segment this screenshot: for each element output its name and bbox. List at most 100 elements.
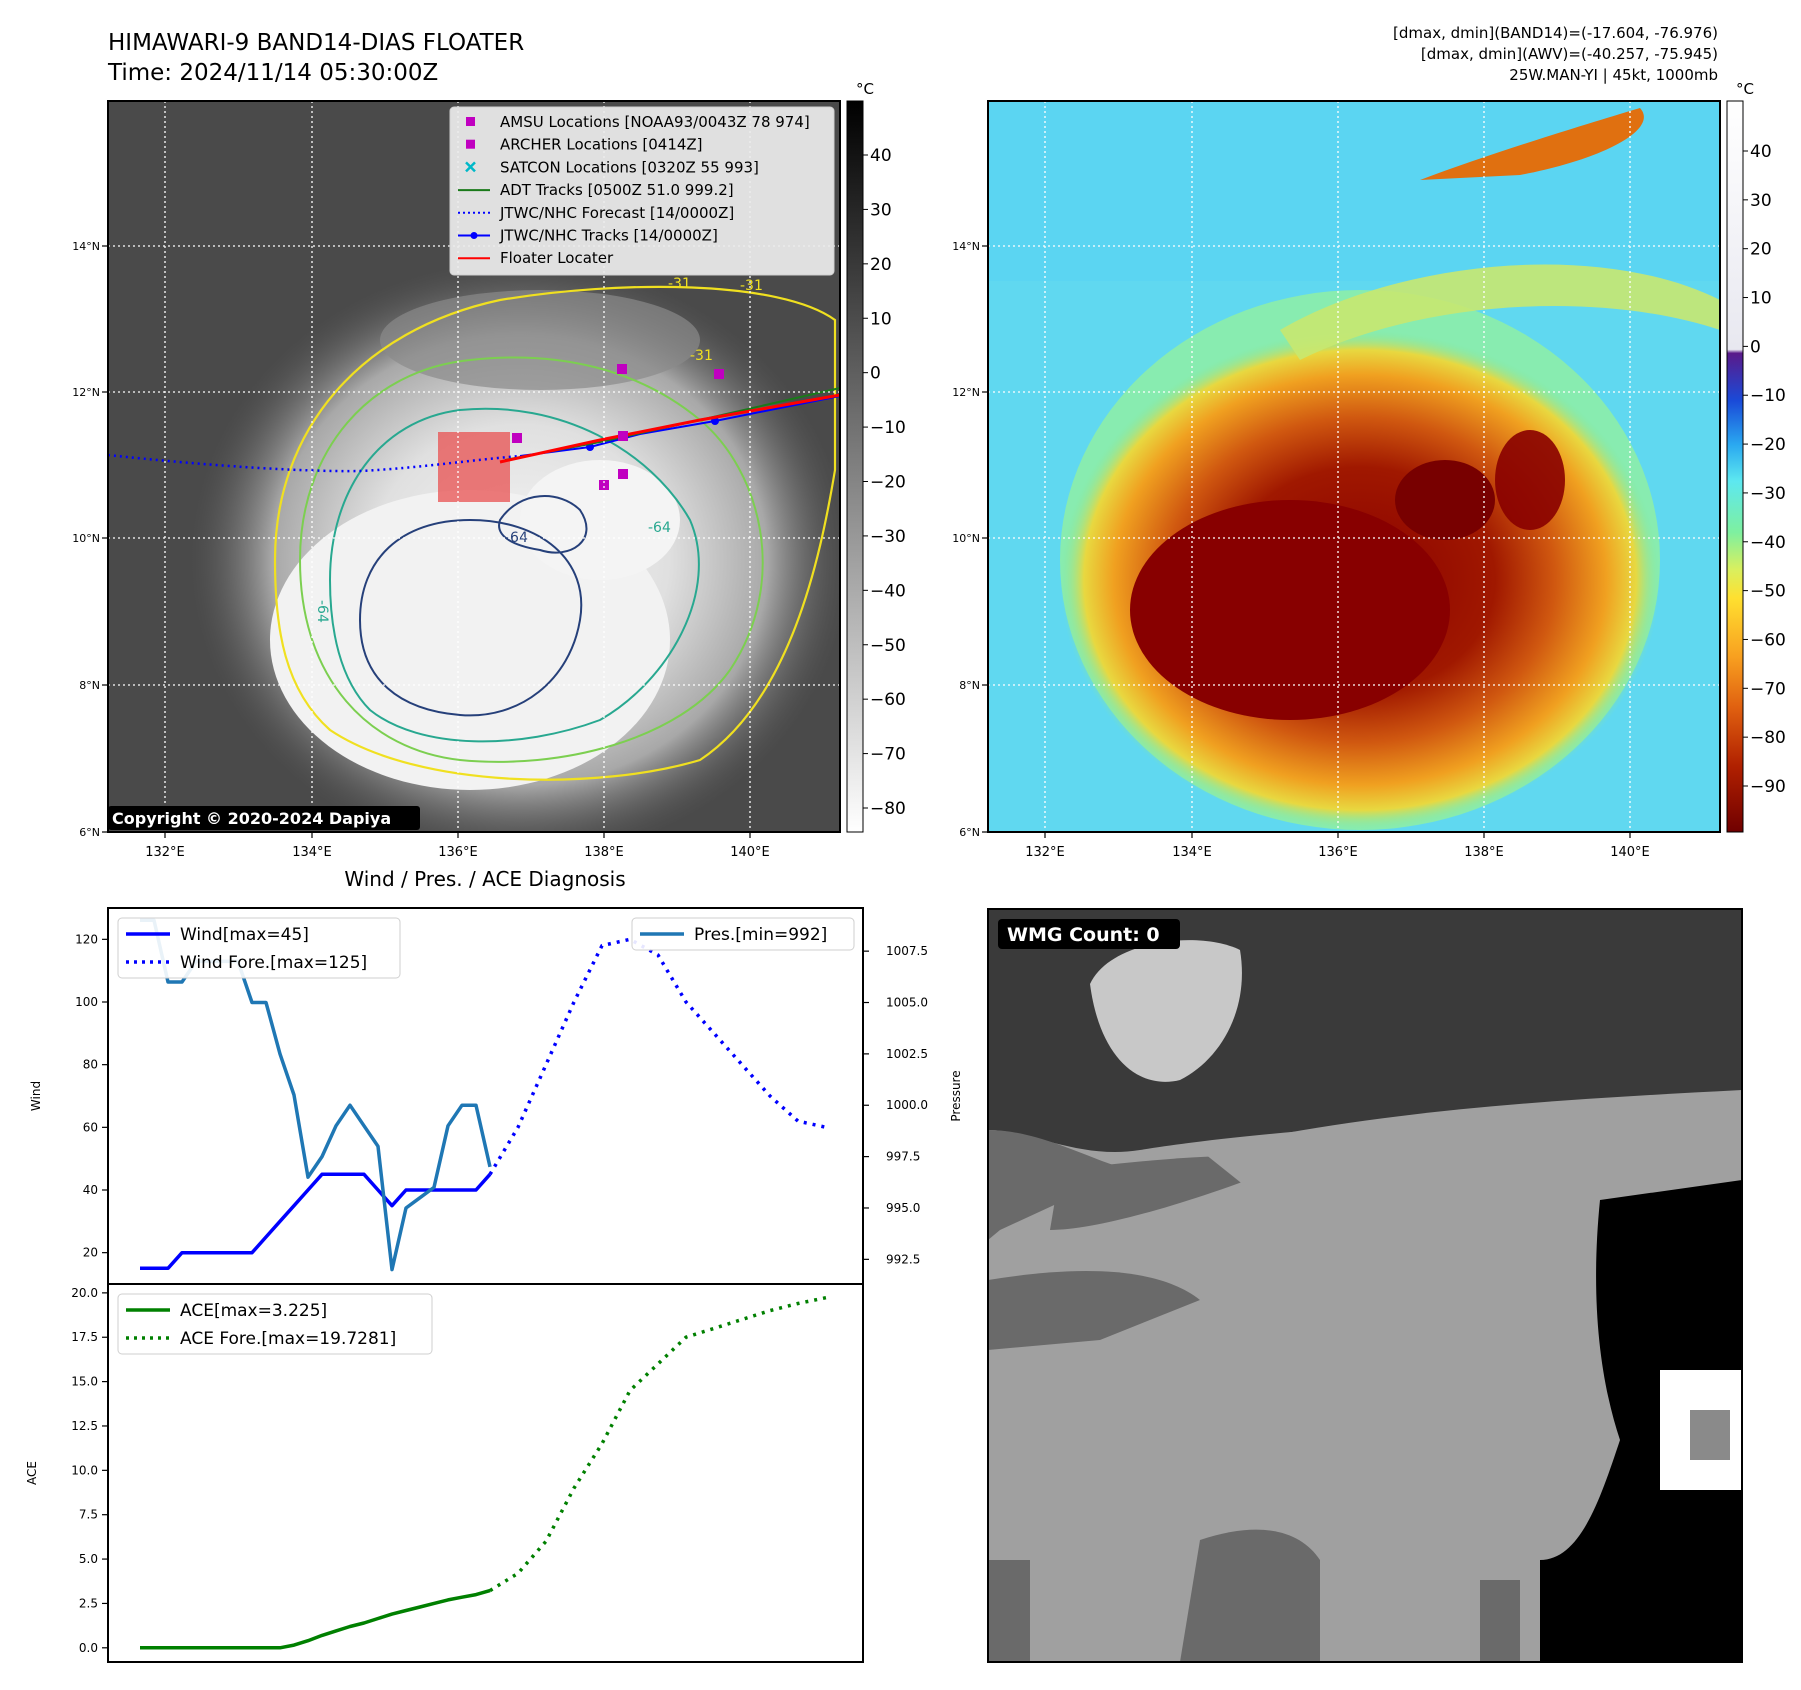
ir-map-panel: -31 -31 -31 -64 -64 -64 Copyright © 2020… <box>72 80 906 860</box>
lon-tick-label: 138°E <box>1464 845 1504 860</box>
pres-legend: Pres.[min=992] <box>631 917 855 951</box>
y-tick-label: 992.5 <box>886 1252 920 1266</box>
ir-colorbar-tick: −30 <box>870 527 906 547</box>
ir-legend-item: ADT Tracks [0500Z 51.0 999.2] <box>458 181 734 199</box>
awv-colorbar-tick: 10 <box>1750 289 1772 309</box>
y-tick-label: 100 <box>75 995 98 1009</box>
wmg-imagery <box>988 909 1742 1662</box>
ir-legend-label: ARCHER Locations [0414Z] <box>500 136 703 154</box>
ace-legend: ACE[max=3.225] ACE Fore.[max=19.7281] <box>117 1293 433 1355</box>
lat-tick-label: 8°N <box>79 679 100 692</box>
wind-ylabel: Wind <box>29 1081 43 1111</box>
lon-tick-label: 136°E <box>1318 845 1358 860</box>
y-tick-label: 1007.5 <box>886 944 928 958</box>
y-tick-label: 20 <box>83 1246 98 1260</box>
wmg-count: WMG Count: 0 <box>1007 924 1160 946</box>
legend-ace: ACE[max=3.225] <box>180 1301 327 1321</box>
ir-colorbar: °C 40 30 20 10 0 −10 −20 −30 −40 −50 −60 −70 −80 <box>846 80 906 833</box>
dmax-awv: [dmax, dmin](AWV)=(-40.257, -75.945) <box>1421 45 1718 63</box>
lat-tick-label: 8°N <box>959 679 980 692</box>
storm-info: 25W.MAN-YI | 45kt, 1000mb <box>1509 66 1718 84</box>
contour-label: -64 <box>505 530 528 546</box>
awv-colorbar-tick: −30 <box>1750 484 1786 504</box>
ir-colorbar-tick: 30 <box>870 200 892 220</box>
lon-tick-label: 134°E <box>292 845 332 860</box>
ir-legend-item: JTWC/NHC Tracks [14/0000Z] <box>458 227 718 245</box>
y-tick-label: 60 <box>83 1120 98 1134</box>
ir-legend-item: ARCHER Locations [0414Z] <box>466 136 703 154</box>
awv-colorbar: °C 40 30 20 10 0 −10 −20 −30 −40 −50 −60 −70 −80 −90 <box>1726 80 1786 833</box>
y-tick-label: 5.0 <box>79 1552 98 1566</box>
ir-legend-item: Floater Locater <box>458 249 614 267</box>
ir-colorbar-tick: −60 <box>870 690 906 710</box>
ir-legend-item: SATCON Locations [0320Z 55 993] <box>465 158 759 176</box>
contour-label: -31 <box>668 276 691 292</box>
lat-tick-label: 12°N <box>952 386 980 399</box>
y-tick-label: 1005.0 <box>886 996 928 1010</box>
ir-colorbar-tick: −40 <box>870 581 906 601</box>
y-tick-label: 15.0 <box>71 1375 98 1389</box>
y-tick-label: 80 <box>83 1058 98 1072</box>
y-tick-label: 20.0 <box>71 1286 98 1300</box>
ir-legend: AMSU Locations [NOAA93/0043Z 78 974] ARCH… <box>449 106 835 276</box>
awv-imagery <box>988 101 1720 832</box>
lat-tick-label: 14°N <box>952 240 980 253</box>
ir-colorbar-tick: −80 <box>870 799 906 819</box>
ir-legend-label: SATCON Locations [0320Z 55 993] <box>500 158 759 176</box>
y-tick-label: 0.0 <box>79 1641 98 1655</box>
y-tick-label: 17.5 <box>71 1330 98 1344</box>
diagnosis-title: Wind / Pres. / ACE Diagnosis <box>344 867 625 891</box>
legend-wind-fore: Wind Fore.[max=125] <box>180 953 367 973</box>
ir-colorbar-tick: −70 <box>870 745 906 765</box>
awv-colorbar-tick: −90 <box>1750 777 1786 797</box>
lat-tick-label: 12°N <box>72 386 100 399</box>
awv-gridlines <box>988 101 1720 832</box>
awv-colorbar-tick: −80 <box>1750 728 1786 748</box>
ace-ylabel: ACE <box>25 1461 39 1485</box>
legend-pres: Pres.[min=992] <box>694 925 827 945</box>
wind-legend: Wind[max=45] Wind Fore.[max=125] <box>117 917 401 979</box>
contour-label: -64 <box>314 600 330 623</box>
lat-tick-label: 6°N <box>79 826 100 839</box>
awv-colorbar-tick: 0 <box>1750 337 1761 357</box>
awv-colorbar-tick: −40 <box>1750 533 1786 553</box>
lon-tick-label: 140°E <box>1610 845 1650 860</box>
y-tick-label: 997.5 <box>886 1150 920 1164</box>
wind-forecast-series-line <box>488 937 827 1176</box>
lon-tick-label: 134°E <box>1172 845 1212 860</box>
y-tick-label: 1000.0 <box>886 1098 928 1112</box>
y-tick-label: 40 <box>83 1183 98 1197</box>
ace-series-line <box>140 1588 491 1650</box>
y-tick-label: 995.0 <box>886 1201 920 1215</box>
ir-legend-label: JTWC/NHC Tracks [14/0000Z] <box>499 227 718 245</box>
contour-label: -64 <box>648 520 671 536</box>
y-tick-label: 2.5 <box>79 1596 98 1610</box>
copyright: Copyright © 2020-2024 Dapiya <box>112 809 391 828</box>
ir-colorbar-tick: 20 <box>870 255 892 275</box>
awv-map-panel: 132°E 134°E 136°E 138°E 140°E 14°N 12°N 10°N 8°… <box>952 80 1786 860</box>
lon-tick-label: 136°E <box>438 845 478 860</box>
ir-colorbar-tick: −20 <box>870 473 906 493</box>
legend-wind: Wind[max=45] <box>180 925 309 945</box>
ir-colorbar-tick: 10 <box>870 309 892 329</box>
ir-legend-label: AMSU Locations [NOAA93/0043Z 78 974] <box>500 113 810 131</box>
pres-ylabel: Pressure <box>949 1070 963 1121</box>
ir-colorbar-tick: −10 <box>870 418 906 438</box>
ir-colorbar-tick: 40 <box>870 146 892 166</box>
y-tick-label: 10.0 <box>71 1463 98 1477</box>
lon-tick-label: 132°E <box>145 845 185 860</box>
legend-ace-fore: ACE Fore.[max=19.7281] <box>180 1329 396 1349</box>
lat-tick-label: 6°N <box>959 826 980 839</box>
awv-colorbar-tick: −70 <box>1750 679 1786 699</box>
y-tick-label: 120 <box>75 932 98 946</box>
awv-colorbar-tick: −50 <box>1750 582 1786 602</box>
lon-tick-label: 140°E <box>730 845 770 860</box>
ir-colorbar-unit: °C <box>856 80 874 98</box>
awv-colorbar-tick: −20 <box>1750 435 1786 455</box>
awv-colorbar-tick: 40 <box>1750 142 1772 162</box>
lat-tick-label: 10°N <box>72 532 100 545</box>
figure-title: HIMAWARI-9 BAND14-DIAS FLOATER <box>108 30 524 56</box>
contour-label: -31 <box>740 278 763 294</box>
diagnosis-panel: Wind / Pres. / ACE Diagnosis Wind Pressu… <box>25 867 963 1663</box>
